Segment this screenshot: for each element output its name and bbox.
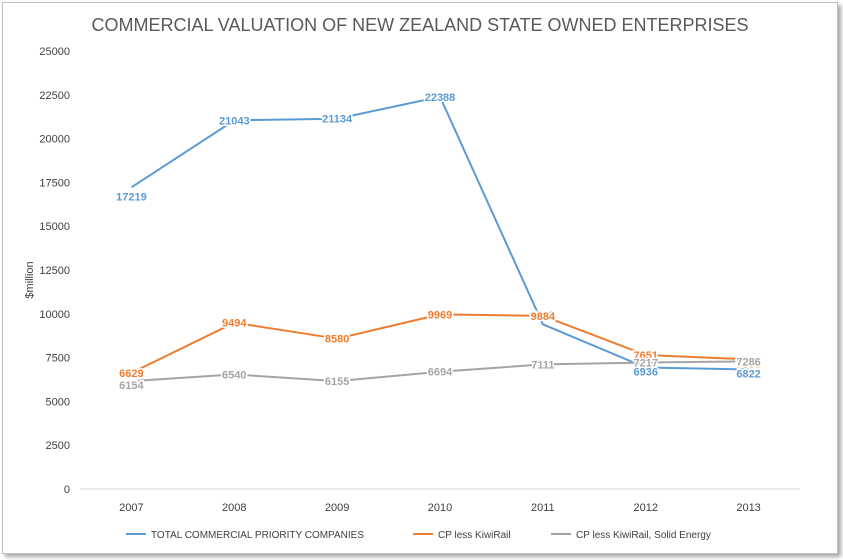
data-label: 6155 — [325, 376, 349, 388]
y-tick-label: 12500 — [39, 265, 70, 277]
data-label: 9400 — [531, 309, 555, 321]
legend-label: CP less KiwiRail — [438, 530, 511, 541]
data-label: 6154 — [119, 380, 144, 392]
data-label: 7111 — [531, 359, 554, 371]
data-label: 17219 — [116, 191, 147, 203]
x-tick-label: 2012 — [633, 502, 657, 514]
series-line-3 — [131, 360, 749, 383]
y-tick-label: 17500 — [39, 177, 70, 189]
legend-label: TOTAL COMMERCIAL PRIORITY COMPANIES — [151, 530, 364, 541]
y-tick-label: 22500 — [39, 90, 70, 102]
legend-label: CP less KiwiRail, Solid Energy — [576, 530, 711, 541]
data-label: 7286 — [736, 356, 760, 368]
series-line-2 — [130, 313, 749, 374]
data-label: 6540 — [222, 369, 246, 381]
y-tick-label: 2500 — [46, 440, 70, 452]
x-tick-label: 2010 — [428, 502, 452, 514]
series-line-1 — [130, 95, 749, 371]
y-tick-label: 10000 — [39, 309, 70, 321]
y-tick-label: 15000 — [39, 221, 70, 233]
data-label: 7651 — [633, 350, 657, 362]
data-label: 21043 — [219, 115, 250, 127]
data-label: 9969 — [428, 309, 452, 321]
x-tick-label: 2007 — [119, 502, 143, 514]
data-label: 21134 — [322, 114, 353, 126]
data-label: 7217 — [633, 358, 657, 370]
y-axis-label: $million — [24, 261, 36, 298]
data-label: 9884 — [531, 311, 556, 323]
data-label: 6629 — [119, 368, 143, 380]
y-tick-label: 25000 — [39, 46, 70, 58]
chart-title: COMMERCIAL VALUATION OF NEW ZEALAND STAT… — [91, 15, 748, 35]
y-tick-label: 7500 — [46, 353, 70, 365]
chart-frame — [2, 2, 838, 554]
x-tick-label: 2011 — [531, 502, 555, 514]
data-label: 22388 — [425, 92, 456, 104]
data-label: 8580 — [325, 334, 349, 346]
data-label: 6822 — [736, 368, 760, 380]
y-tick-label: 20000 — [39, 134, 70, 146]
x-tick-label: 2013 — [736, 502, 760, 514]
data-label: 6936 — [633, 366, 657, 378]
x-tick-label: 2008 — [222, 502, 246, 514]
data-label: 6694 — [428, 367, 453, 379]
x-tick-label: 2009 — [325, 502, 349, 514]
data-label: 7396 — [736, 358, 760, 370]
y-tick-label: 0 — [64, 484, 70, 496]
y-tick-label: 5000 — [46, 396, 70, 408]
data-label: 9494 — [222, 318, 247, 330]
